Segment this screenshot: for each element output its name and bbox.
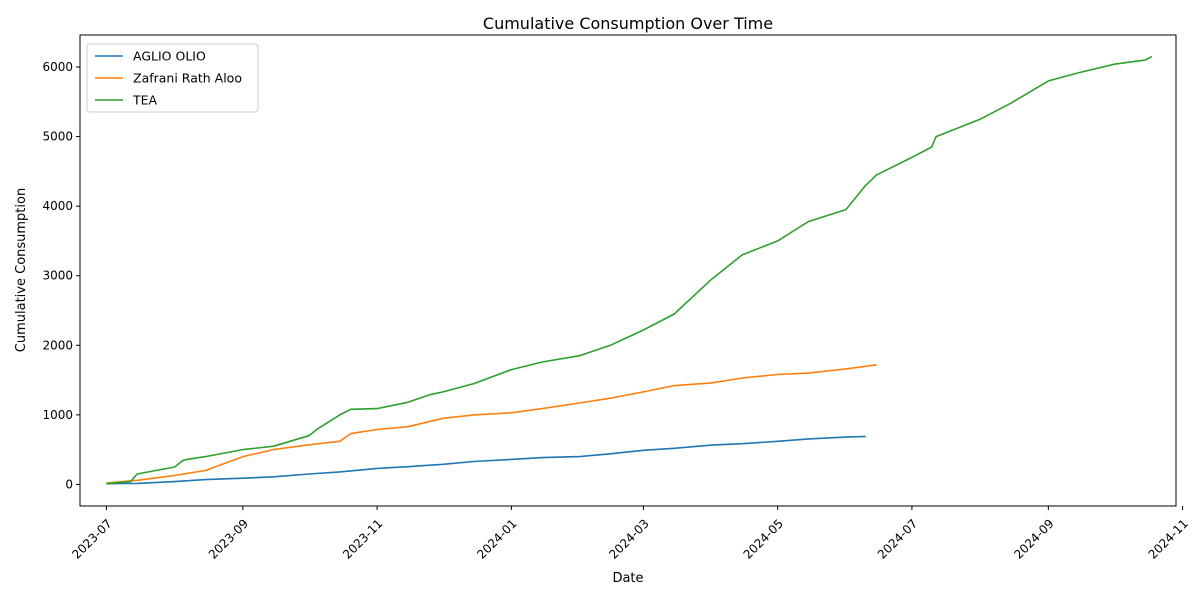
y-tick-label: 3000 xyxy=(42,269,73,283)
x-tick-label: 2023-09 xyxy=(206,516,251,561)
plot-area xyxy=(80,35,1176,506)
x-tick-label: 2024-11 xyxy=(1146,516,1191,561)
x-tick-label: 2024-03 xyxy=(606,516,651,561)
legend-label-2: TEA xyxy=(132,93,158,108)
x-axis: 2023-07 2023-09 2023-11 2024-01 2024-03 2024-… xyxy=(69,506,1191,562)
series-line-2 xyxy=(106,55,1153,485)
chart-title: Cumulative Consumption Over Time xyxy=(483,14,773,33)
plot-frame xyxy=(79,34,1177,507)
x-tick-label: 2023-11 xyxy=(340,516,385,561)
y-tick-label: 0 xyxy=(65,477,73,491)
x-tick-label: 2024-01 xyxy=(474,516,519,561)
x-tick-label: 2024-07 xyxy=(875,516,920,561)
series-line-1 xyxy=(106,364,877,484)
y-tick-label: 4000 xyxy=(42,199,73,213)
series-layer xyxy=(106,55,1153,485)
x-tick-label: 2023-07 xyxy=(69,516,114,561)
x-axis-label: Date xyxy=(612,571,643,586)
y-tick-label: 2000 xyxy=(42,338,73,352)
x-tick-label: 2024-09 xyxy=(1011,516,1056,561)
y-tick-label: 6000 xyxy=(42,60,73,74)
x-tick-label: 2024-05 xyxy=(741,516,786,561)
y-tick-label: 1000 xyxy=(42,408,73,422)
y-axis: 0 1000 2000 3000 4000 5000 6000 xyxy=(42,60,80,491)
y-tick-label: 5000 xyxy=(42,130,73,144)
legend-label-1: Zafrani Rath Aloo xyxy=(133,71,242,86)
series-line-0 xyxy=(106,435,866,485)
y-axis-label: Cumulative Consumption xyxy=(14,188,29,352)
legend-box xyxy=(86,43,259,113)
legend: AGLIO OLIO Zafrani Rath Aloo TEA xyxy=(86,43,259,113)
legend-label-0: AGLIO OLIO xyxy=(133,49,206,64)
